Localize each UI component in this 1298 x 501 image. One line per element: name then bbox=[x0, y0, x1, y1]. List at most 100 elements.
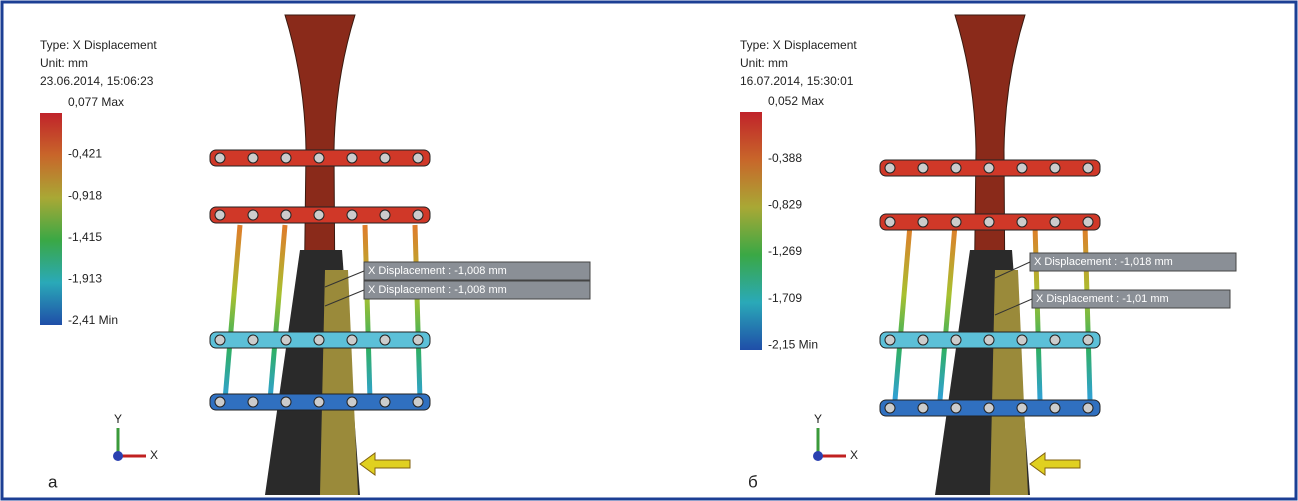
bolt bbox=[380, 210, 390, 220]
axis-label-y: Y bbox=[114, 412, 122, 426]
bolt bbox=[1050, 163, 1060, 173]
bolt bbox=[1050, 217, 1060, 227]
bolt bbox=[984, 163, 994, 173]
figure: Type: X Displacement Unit: mm 23.06.2014, … bbox=[0, 0, 1298, 501]
axis-origin bbox=[813, 451, 823, 461]
bolt bbox=[1083, 163, 1093, 173]
border bbox=[2, 2, 1296, 499]
bolt bbox=[918, 335, 928, 345]
bolt bbox=[248, 153, 258, 163]
bolt bbox=[885, 403, 895, 413]
arrow bbox=[1030, 453, 1080, 475]
unit-label: Unit: mm bbox=[740, 56, 788, 70]
bolt bbox=[413, 210, 423, 220]
bolt bbox=[951, 335, 961, 345]
unit-label: Unit: mm bbox=[40, 56, 88, 70]
bolt bbox=[314, 153, 324, 163]
legend-label: -0,918 bbox=[68, 188, 102, 202]
timestamp: 23.06.2014, 15:06:23 bbox=[40, 74, 154, 88]
legend-label: -1,913 bbox=[68, 271, 102, 285]
bolt bbox=[918, 403, 928, 413]
bolt bbox=[413, 153, 423, 163]
bolt bbox=[248, 335, 258, 345]
bolt bbox=[885, 163, 895, 173]
bolt bbox=[1050, 403, 1060, 413]
panel-label: б bbox=[748, 472, 758, 491]
bolt bbox=[951, 403, 961, 413]
bolt bbox=[1050, 335, 1060, 345]
bolt bbox=[1083, 217, 1093, 227]
bolt bbox=[1017, 403, 1027, 413]
bolt bbox=[248, 210, 258, 220]
type-label: Type: X Displacement bbox=[40, 38, 157, 52]
bolt bbox=[248, 397, 258, 407]
bolt bbox=[215, 210, 225, 220]
bolt bbox=[347, 397, 357, 407]
rod bbox=[1085, 225, 1090, 400]
bolt bbox=[1017, 217, 1027, 227]
panel-label: а bbox=[48, 472, 58, 491]
rod bbox=[365, 225, 370, 400]
legend-label: -2,15 Min bbox=[768, 337, 818, 351]
type-label: Type: X Displacement bbox=[740, 38, 857, 52]
annotation: X Displacement : -1,018 mm bbox=[1034, 256, 1173, 268]
panel: Type: X Displacement Unit: mm 16.07.2014, … bbox=[740, 15, 1236, 495]
bolt bbox=[918, 163, 928, 173]
timestamp: 16.07.2014, 15:30:01 bbox=[740, 74, 854, 88]
axis-label-x: X bbox=[850, 448, 858, 462]
arrow bbox=[360, 453, 410, 475]
bolt bbox=[314, 210, 324, 220]
bolt bbox=[215, 335, 225, 345]
bolt bbox=[380, 335, 390, 345]
bolt bbox=[885, 217, 895, 227]
bolt bbox=[1083, 335, 1093, 345]
rod bbox=[1035, 225, 1040, 400]
bolt bbox=[413, 397, 423, 407]
axis-label-y: Y bbox=[814, 412, 822, 426]
legend-label: -1,415 bbox=[68, 230, 102, 244]
bolt bbox=[918, 217, 928, 227]
legend-bar bbox=[40, 113, 62, 325]
legend-label: -1,709 bbox=[768, 291, 802, 305]
annotation: X Displacement : -1,008 mm bbox=[368, 284, 507, 296]
bolt bbox=[281, 210, 291, 220]
legend-label: 0,052 Max bbox=[768, 94, 824, 108]
axis-origin bbox=[113, 451, 123, 461]
panel: Type: X Displacement Unit: mm 23.06.2014, … bbox=[40, 15, 590, 495]
legend-label: -0,388 bbox=[768, 151, 802, 165]
bolt bbox=[984, 335, 994, 345]
bolt bbox=[281, 397, 291, 407]
bolt bbox=[281, 335, 291, 345]
bolt bbox=[1017, 163, 1027, 173]
bolt bbox=[314, 335, 324, 345]
bolt bbox=[984, 403, 994, 413]
rod bbox=[225, 225, 240, 400]
bolt bbox=[347, 153, 357, 163]
bolt bbox=[281, 153, 291, 163]
bolt bbox=[1017, 335, 1027, 345]
bolt bbox=[215, 397, 225, 407]
axis-label-x: X bbox=[150, 448, 158, 462]
bolt bbox=[314, 397, 324, 407]
bolt bbox=[1083, 403, 1093, 413]
legend-label: -0,421 bbox=[68, 147, 102, 161]
bone-fragment bbox=[990, 270, 1028, 495]
legend-label: 0,077 Max bbox=[68, 95, 124, 109]
bone-fragment bbox=[320, 270, 358, 495]
bolt bbox=[347, 210, 357, 220]
bolt bbox=[347, 335, 357, 345]
legend-bar bbox=[740, 112, 762, 350]
bolt bbox=[951, 217, 961, 227]
bolt bbox=[380, 397, 390, 407]
bolt bbox=[885, 335, 895, 345]
bolt bbox=[215, 153, 225, 163]
rod bbox=[895, 225, 910, 400]
annotation: X Displacement : -1,008 mm bbox=[368, 265, 507, 277]
bolt bbox=[413, 335, 423, 345]
legend-label: -0,829 bbox=[768, 197, 802, 211]
legend-label: -1,269 bbox=[768, 244, 802, 258]
rod bbox=[415, 225, 420, 400]
bolt bbox=[951, 163, 961, 173]
annotation: X Displacement : -1,01 mm bbox=[1036, 293, 1169, 305]
bolt bbox=[380, 153, 390, 163]
